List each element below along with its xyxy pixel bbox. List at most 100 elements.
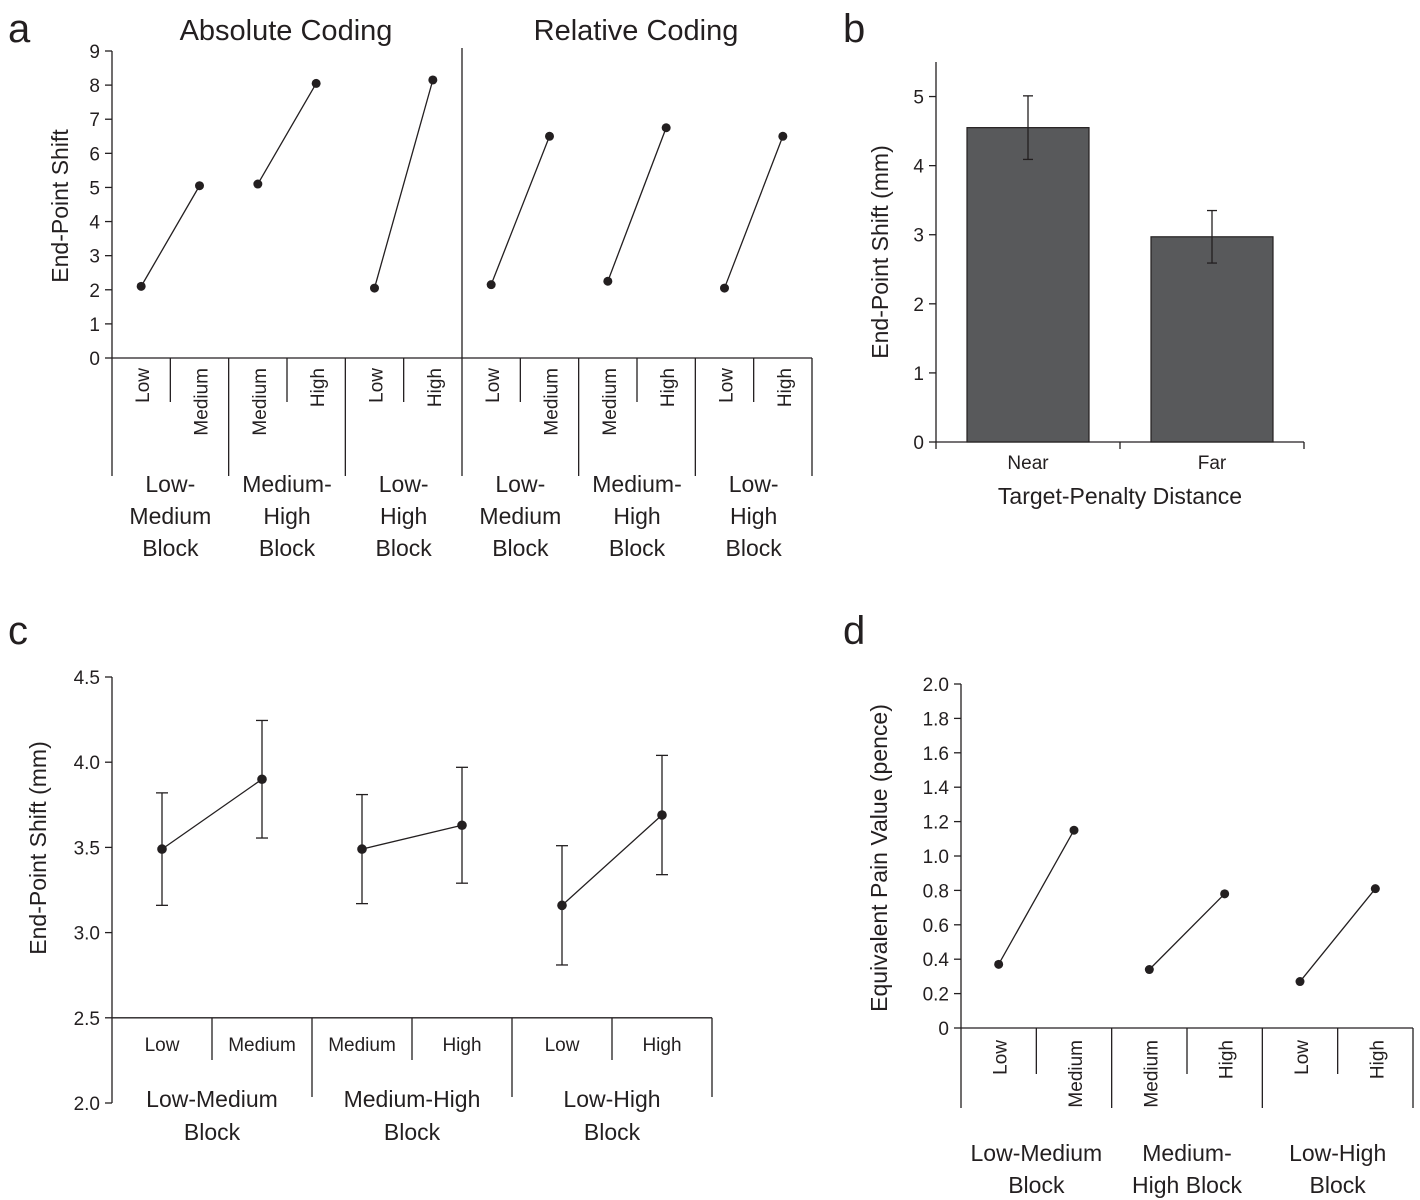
y-tick-label: 2.5 <box>74 1009 100 1030</box>
group-label: Low- <box>145 471 195 497</box>
group-label: Medium <box>479 503 561 529</box>
y-tick-label: 3.0 <box>74 924 100 945</box>
category-label: High <box>442 1035 481 1056</box>
y-tick-label: 1.8 <box>923 709 949 730</box>
y-tick-label: 1 <box>913 364 924 385</box>
category-label: High <box>775 368 796 407</box>
data-point <box>428 75 438 85</box>
group-label: Block <box>1008 1172 1065 1198</box>
group-label: Low-Medium <box>146 1086 278 1112</box>
data-point <box>357 844 367 854</box>
series-line <box>1299 888 1376 982</box>
group-label: Medium-High <box>344 1086 481 1112</box>
panel-c-plot: 2.0 2.5 3.0 3.5 4.0 4.5 Low Medium Medium High Low… <box>74 668 713 1145</box>
group-label: Block <box>584 1119 641 1145</box>
y-tick-label: 6 <box>89 144 100 165</box>
y-tick-label: 5 <box>913 88 924 109</box>
category-label: Low <box>545 1035 580 1056</box>
panel-d-letter: d <box>843 609 865 653</box>
y-tick-label: 3.5 <box>74 838 100 859</box>
category-label: Low <box>145 1035 180 1056</box>
group-label: Low- <box>729 471 779 497</box>
data-point <box>257 774 267 785</box>
y-tick-label: 0.6 <box>923 916 949 937</box>
panel-d-ylabel: Equivalent Pain Value (pence) <box>866 704 892 1012</box>
group-label: Low- <box>379 471 429 497</box>
data-point <box>557 900 567 911</box>
group-label: Low-High <box>563 1086 660 1112</box>
y-tick-label: 1.4 <box>923 778 950 799</box>
series-line <box>257 83 317 185</box>
panel-c-letter: c <box>8 609 28 653</box>
data-point <box>253 179 263 189</box>
data-point <box>136 281 146 291</box>
category-label: Low <box>367 368 388 403</box>
group-label: Medium <box>129 503 211 529</box>
group-label: High <box>730 503 777 529</box>
category-label: High <box>425 368 446 407</box>
group-label: Low-Medium <box>971 1140 1103 1166</box>
group-label: Medium- <box>592 471 681 497</box>
category-label: Medium <box>542 368 563 436</box>
bar <box>1150 236 1274 443</box>
y-tick-label: 9 <box>89 42 100 63</box>
y-tick-label: 8 <box>89 76 100 97</box>
series-line <box>998 829 1075 965</box>
y-tick-label: 7 <box>89 110 100 131</box>
data-point <box>603 276 613 286</box>
panel-c-ylabel: End-Point Shift (mm) <box>25 741 51 954</box>
data-point <box>720 283 729 293</box>
group-label: Block <box>259 535 316 561</box>
data-point <box>157 844 167 854</box>
category-label: Medium <box>228 1035 296 1056</box>
data-point <box>195 181 204 191</box>
panel-a-title-relative: Relative Coding <box>534 15 739 47</box>
data-point <box>1144 965 1154 975</box>
x-tick-label: Far <box>1198 453 1227 474</box>
data-point <box>994 959 1004 969</box>
category-label: High <box>642 1035 681 1056</box>
category-label: Low <box>483 368 504 403</box>
data-point <box>457 820 467 831</box>
category-label: Low <box>1292 1040 1313 1075</box>
data-point <box>1295 977 1305 987</box>
group-label: Medium- <box>1142 1140 1231 1166</box>
category-label: Low <box>133 368 154 403</box>
y-tick-label: 0 <box>938 1019 949 1040</box>
y-tick-label: 0 <box>89 349 100 370</box>
panel-a-title-absolute: Absolute Coding <box>180 15 393 47</box>
panel-b-xlabel: Target-Penalty Distance <box>998 483 1242 509</box>
panel-b-plot: 0 1 2 3 4 5 Near Far <box>913 62 1305 474</box>
category-label: High <box>658 368 679 407</box>
y-tick-label: 1 <box>89 315 100 336</box>
data-point <box>370 283 379 293</box>
category-label: Medium <box>328 1035 396 1056</box>
data-point <box>778 131 788 141</box>
data-point <box>486 280 496 290</box>
y-tick-label: 2 <box>913 295 924 316</box>
y-tick-label: 4 <box>913 157 924 178</box>
y-tick-label: 2 <box>89 281 100 302</box>
category-label: Medium <box>192 368 213 436</box>
data-point <box>311 78 321 88</box>
group-label: Block <box>384 1119 441 1145</box>
group-label: High <box>613 503 660 529</box>
group-label: Block <box>726 535 783 561</box>
group-label: Block <box>1310 1172 1367 1198</box>
series-line <box>1148 893 1226 970</box>
y-tick-label: 0.4 <box>923 950 950 971</box>
series-line <box>140 185 201 287</box>
group-label: Block <box>492 535 549 561</box>
category-label: Medium <box>250 368 271 436</box>
y-tick-label: 2.0 <box>74 1094 100 1115</box>
group-label: Medium- <box>242 471 331 497</box>
panel-d-plot: 0 0.2 0.4 0.6 0.8 1.0 1.2 1.4 1.6 1.8 2.0 Low Medium… <box>923 675 1414 1198</box>
panel-b-ylabel: End-Point Shift (mm) <box>867 145 893 358</box>
series-line <box>373 79 434 289</box>
series-line <box>723 136 784 289</box>
group-label: High <box>380 503 427 529</box>
data-point <box>1370 884 1380 894</box>
y-tick-label: 0 <box>913 433 924 454</box>
group-label: Block <box>609 535 666 561</box>
panel-a-letter: a <box>8 7 31 51</box>
